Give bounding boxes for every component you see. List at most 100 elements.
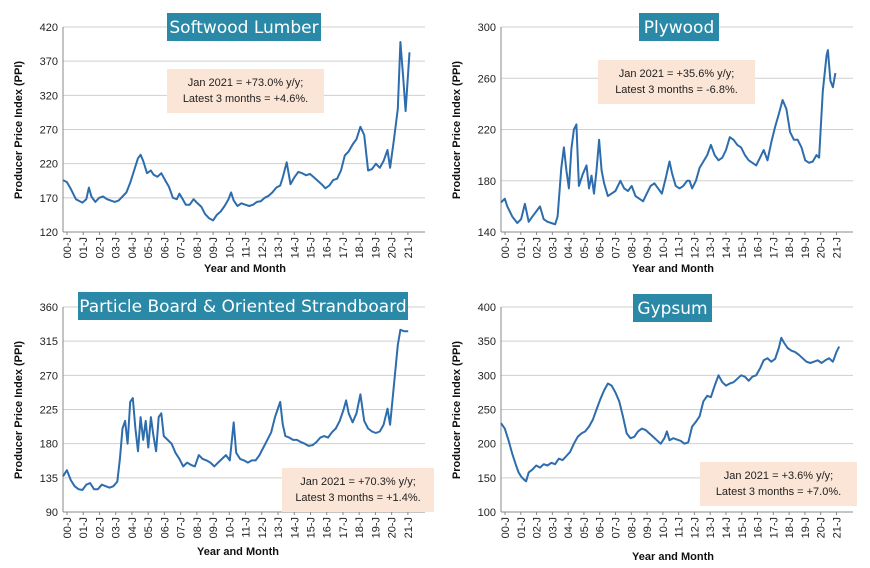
x-tick-label: 11-J [241,517,253,538]
y-tick-label: 220 [478,125,496,137]
x-tick-label: 10-J [224,517,236,538]
y-axis-label: Producer Price Index (PPI) [13,341,25,479]
x-tick-label: 14-J [721,237,733,258]
x-tick-label: 19-J [370,237,382,258]
x-tick-label: 15-J [737,517,749,538]
x-tick-label: 02-J [94,517,106,538]
x-tick-label: 14-J [289,237,301,258]
x-tick-label: 04-J [127,237,139,258]
x-tick-label: 04-J [563,237,575,258]
x-tick-label: 02-J [532,517,544,538]
y-axis-label: Producer Price Index (PPI) [451,341,463,479]
x-tick-label: 07-J [610,517,622,538]
series-line [62,41,411,222]
x-tick-label: 12-J [257,517,269,538]
x-tick-label: 17-J [338,517,350,538]
y-tick-label: 360 [40,302,58,314]
x-tick-label: 18-J [354,517,366,538]
x-tick-label: 07-J [176,517,188,538]
x-tick-label: 21-J [831,237,843,258]
annotation-text: Jan 2021 = +3.6% y/y; [724,470,833,482]
y-tick-label: 370 [40,56,58,68]
x-tick-label: 21-J [403,517,415,538]
x-tick-label: 06-J [159,237,171,258]
y-tick-label: 180 [478,176,496,188]
x-tick-label: 13-J [273,517,285,538]
x-tick-label: 01-J [78,517,90,538]
x-tick-label: 12-J [689,517,701,538]
y-axis-label: Producer Price Index (PPI) [13,61,25,199]
x-tick-label: 10-J [658,517,670,538]
x-tick-label: 08-J [192,237,204,258]
x-tick-label: 14-J [721,517,733,538]
y-tick-label: 300 [478,22,496,34]
y-tick-label: 300 [478,370,496,382]
x-tick-label: 20-J [816,517,828,538]
annotation-text: Latest 3 months = +7.0%. [716,486,841,498]
y-tick-label: 150 [478,473,496,485]
x-tick-label: 11-J [674,517,686,538]
y-tick-label: 400 [478,302,496,314]
title-box [78,292,408,320]
x-tick-label: 16-J [322,517,334,538]
y-tick-label: 180 [40,439,58,451]
x-tick-label: 17-J [338,237,350,258]
x-tick-label: 20-J [387,517,399,538]
x-tick-label: 05-J [579,237,591,258]
x-tick-label: 09-J [208,237,220,258]
x-tick-label: 16-J [753,237,765,258]
y-tick-label: 225 [40,405,58,417]
x-tick-label: 04-J [563,517,575,538]
x-tick-label: 05-J [579,517,591,538]
x-tick-label: 20-J [816,237,828,258]
x-tick-label: 08-J [626,237,638,258]
x-tick-label: 06-J [595,517,607,538]
title-box [633,294,712,322]
x-tick-label: 06-J [159,517,171,538]
panel-gypsum: 100 150 200 250 300 350 400 00-J 01-J 02-J 03-J 04-… [451,294,857,563]
x-tick-label: 15-J [305,237,317,258]
x-tick-label: 15-J [305,517,317,538]
x-tick-label: 12-J [689,237,701,258]
x-tick-label: 02-J [532,237,544,258]
x-axis-label: Year and Month [204,263,286,275]
x-tick-label: 03-J [111,517,123,538]
series-line [500,49,837,226]
series-line [62,328,409,491]
y-axis-label: Producer Price Index (PPI) [451,61,463,199]
x-tick-label: 16-J [322,237,334,258]
x-axis-label: Year and Month [197,546,279,558]
title-box [639,13,719,41]
x-tick-label: 18-J [784,517,796,538]
y-tick-label: 270 [40,370,58,382]
x-tick-label: 10-J [658,237,670,258]
y-tick-label: 420 [40,22,58,34]
annotation-box [282,468,434,512]
x-tick-label: 08-J [626,517,638,538]
annotation-box [700,462,857,506]
annotation-text: Latest 3 months = +1.4%. [295,492,420,504]
x-tick-label: 17-J [768,517,780,538]
y-tick-label: 260 [478,73,496,85]
panel-plywood: 140 180 220 260 300 00-J 01-J 02-J 03-J 04-J 05-J 0… [451,13,853,275]
x-tick-label: 21-J [831,517,843,538]
x-tick-label: 09-J [642,237,654,258]
x-tick-label: 06-J [595,237,607,258]
x-tick-label: 01-J [78,237,90,258]
y-tick-label: 315 [40,336,58,348]
y-tick-label: 120 [40,227,58,239]
annotation-text: Jan 2021 = +70.3% y/y; [300,476,416,488]
x-tick-label: 17-J [768,237,780,258]
x-tick-label: 19-J [800,517,812,538]
x-tick-label: 05-J [143,237,155,258]
x-tick-label: 13-J [273,237,285,258]
x-axis-label: Year and Month [632,551,714,563]
x-tick-label: 04-J [127,517,139,538]
x-tick-label: 15-J [737,237,749,258]
chart-title: Particle Board & Oriented Strandboard [79,297,406,317]
y-tick-label: 200 [478,439,496,451]
x-tick-label: 14-J [289,517,301,538]
panel-softwood-lumber: 120 170 220 270 320 370 420 00-J 01-J 02-J 03-J 04-… [13,13,425,275]
y-tick-label: 220 [40,159,58,171]
y-tick-label: 350 [478,336,496,348]
